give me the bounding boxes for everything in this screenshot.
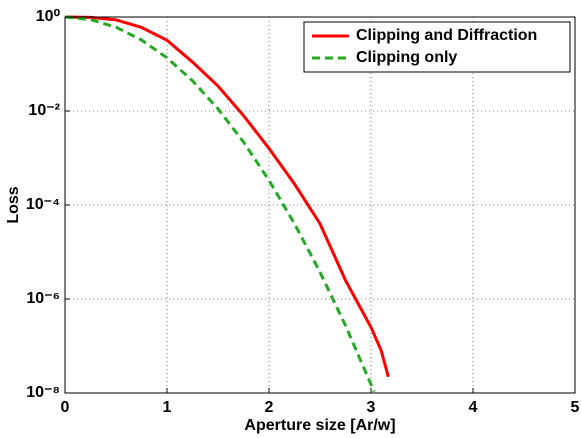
legend-label: Clipping only <box>356 49 457 66</box>
plot-frame <box>64 16 576 394</box>
x-tick-label: 5 <box>571 399 580 416</box>
legend-box <box>303 21 571 73</box>
x-tick-label: 2 <box>265 399 274 416</box>
line-series <box>64 15 376 393</box>
x-tick-label: 0 <box>61 399 70 416</box>
x-tick-label: 4 <box>469 399 478 416</box>
y-tick-label: 10⁻⁴ <box>26 196 60 213</box>
y-tick-label: 10⁰ <box>36 8 61 25</box>
legend-label: Clipping and Diffraction <box>356 27 537 44</box>
y-axis-label: Loss <box>5 186 22 223</box>
y-tick-label: 10⁻⁶ <box>26 290 60 307</box>
line-series <box>64 15 390 378</box>
x-axis-label: Aperture size [Ar/w] <box>244 417 395 434</box>
y-tick-label: 10⁻⁸ <box>26 384 60 401</box>
x-tick-label: 1 <box>163 399 172 416</box>
x-tick-label: 3 <box>367 399 376 416</box>
y-tick-label: 10⁻² <box>28 102 60 119</box>
